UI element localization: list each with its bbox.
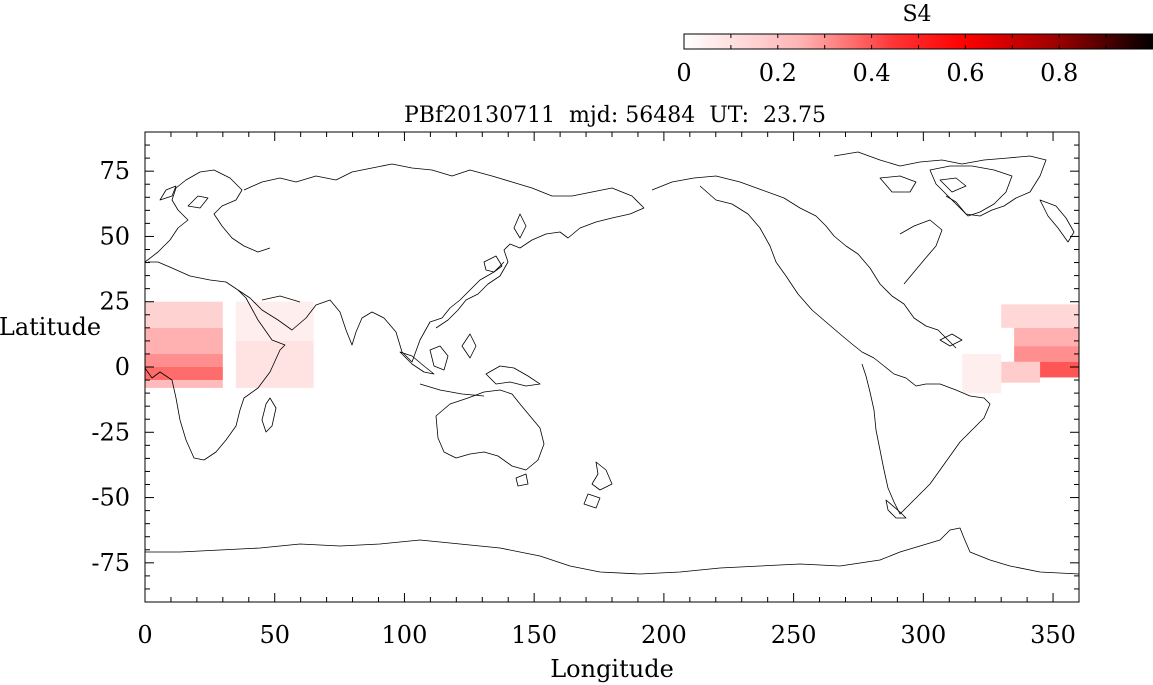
y-axis-label: Latitude [0, 313, 101, 341]
heatmap-cell-2 [145, 353, 223, 367]
x-tick-label: 50 [259, 621, 290, 649]
coastlines [145, 151, 1079, 575]
x-tick-label: 0 [137, 621, 152, 649]
heatmap-cell-8 [1014, 327, 1079, 347]
y-tick-label: 75 [99, 157, 130, 185]
heatmap-cell-5 [235, 301, 314, 341]
y-tick-labels: 75 50 25 0 -25 -50 -75 [91, 157, 130, 577]
s4-heatmap-cells [145, 301, 1079, 394]
x-tick-label: 150 [511, 621, 557, 649]
x-axis-label: Longitude [550, 655, 674, 683]
heatmap-cell-1 [145, 327, 223, 354]
heatmap-cell-4 [145, 380, 223, 388]
heatmap-cell-6 [235, 340, 314, 388]
y-tick-label: 25 [99, 288, 130, 316]
x-tick-label: 300 [900, 621, 946, 649]
heatmap-cell-12 [962, 353, 1002, 394]
heatmap-cell-9 [1014, 346, 1079, 362]
x-tick-label: 200 [641, 621, 687, 649]
axis-ticks [144, 131, 1080, 603]
heatmap-cell-0 [145, 301, 223, 328]
chart-title: PBf20130711 mjd: 56484 UT: 23.75 [404, 103, 826, 128]
y-tick-label: 0 [115, 353, 130, 381]
x-tick-labels: 0 50 100 150 200 250 300 350 [137, 621, 1076, 649]
colorbar-tick-label: 0.6 [946, 59, 984, 87]
colorbar-tick-label: 0.4 [853, 59, 891, 87]
colorbar-tick-label: 0 [676, 59, 691, 87]
heatmap-cell-7 [1001, 304, 1079, 328]
colorbar-tick-label: 0.2 [759, 59, 797, 87]
x-tick-label: 100 [382, 621, 428, 649]
heatmap-cell-11 [1001, 361, 1041, 383]
colorbar-label: S4 [902, 2, 931, 27]
y-tick-label: 50 [99, 222, 130, 250]
colorbar-ticks: 0 0.2 0.4 0.6 0.8 [676, 34, 1153, 87]
x-tick-label: 350 [1030, 621, 1076, 649]
colorbar-tick-label: 0.8 [1040, 59, 1078, 87]
y-tick-label: -25 [91, 418, 130, 446]
y-tick-label: -50 [91, 484, 130, 512]
y-tick-label: -75 [91, 549, 130, 577]
heatmap-cell-3 [145, 367, 223, 381]
x-tick-label: 250 [771, 621, 817, 649]
